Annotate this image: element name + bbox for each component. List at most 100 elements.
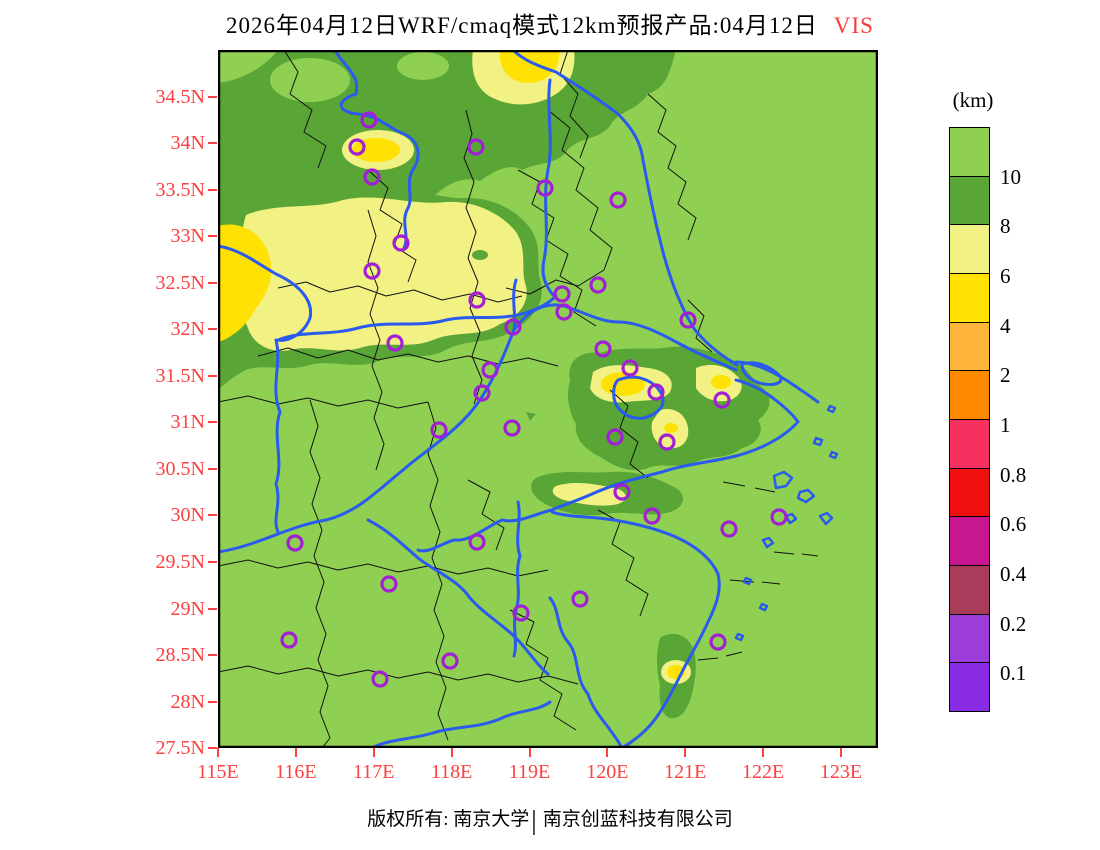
city-marker (473, 384, 491, 402)
lat-tick-mark (208, 328, 217, 331)
lon-tick-mark (372, 748, 375, 757)
lat-tick-mark (208, 514, 217, 517)
legend-cell (949, 516, 990, 566)
legend-cell (949, 564, 990, 615)
lat-tick-label: 28.5N (155, 644, 205, 667)
contour-4-6-taihu (601, 372, 645, 396)
lon-tick-mark (528, 748, 531, 757)
copyright-left: 版权所有: 南京大学 (367, 809, 530, 830)
lon-tick-mark (840, 748, 842, 757)
lat-tick-mark (208, 95, 217, 98)
lat-tick-mark (208, 654, 217, 657)
city-marker (371, 670, 389, 688)
city-marker (286, 534, 304, 552)
lat-tick-label: 31N (170, 411, 205, 434)
city-marker (647, 383, 665, 401)
legend-boundary-label: 0.2 (1000, 611, 1027, 636)
lon-tick-mark (684, 748, 687, 757)
lat-tick-label: 30N (170, 504, 205, 527)
lat-tick-label: 30.5N (155, 457, 205, 480)
map-border (217, 49, 879, 749)
lon-tick-label: 122E (742, 761, 785, 783)
lat-tick-mark (208, 607, 217, 610)
city-marker (553, 285, 571, 303)
city-marker (536, 179, 554, 197)
city-marker (643, 507, 661, 525)
city-marker (589, 276, 607, 294)
city-marker (348, 138, 366, 156)
city-marker (621, 359, 639, 377)
river-northwest (334, 50, 420, 250)
lon-tick-label: 118E (430, 761, 473, 783)
contour-8-10-speck-2 (526, 412, 536, 421)
lat-tick-label: 34.5N (155, 85, 205, 108)
river-fuchun (512, 500, 522, 658)
river-yangtze (216, 303, 738, 554)
city-marker (613, 483, 631, 501)
legend-cell (949, 613, 990, 664)
rivers-and-coastline (216, 48, 839, 752)
river-grand-canal (541, 78, 558, 300)
lon-tick-label: 119E (508, 761, 551, 783)
legend-colorbar (949, 127, 990, 712)
lat-tick-mark (208, 561, 217, 563)
lat-tick-mark (208, 235, 217, 238)
city-marker (503, 419, 521, 437)
lat-tick-mark (208, 374, 217, 377)
city-marker (609, 191, 627, 209)
lat-tick-mark (208, 142, 217, 145)
plot-title-text: 2026年04月12日WRF/cmaq模式12km预报产品:04月12日 (226, 13, 818, 38)
city-marker (481, 361, 499, 379)
lat-tick-mark (208, 467, 217, 470)
contour-8-10-speck-1 (472, 250, 488, 260)
lon-tick-mark (606, 748, 609, 757)
lon-tick-label: 123E (819, 761, 863, 783)
lat-tick-label: 31.5N (155, 364, 205, 387)
city-marker (709, 633, 727, 651)
plot-title: 2026年04月12日WRF/cmaq模式12km预报产品:04月12日 VIS (0, 6, 1100, 40)
city-marker (363, 262, 381, 280)
zhoushan-islands (734, 404, 839, 642)
legend-boundary-label: 1 (1000, 413, 1011, 438)
city-marker (713, 391, 731, 409)
city-marker (467, 138, 485, 156)
lat-tick-mark (208, 188, 217, 191)
legend-cell (949, 224, 990, 274)
city-marker (606, 428, 624, 446)
city-marker (571, 590, 589, 608)
legend-boundary-label: 2 (1000, 363, 1011, 388)
lon-tick-mark (217, 748, 219, 757)
legend-boundary-label: 6 (1000, 264, 1011, 288)
city-marker (380, 575, 398, 593)
city-marker (386, 334, 404, 352)
lon-tick-label: 116E (275, 761, 317, 783)
legend-cell (949, 127, 990, 177)
legend-boundary-label: 10 (1000, 164, 1021, 189)
lat-tick-label: 29N (170, 597, 205, 620)
city-marker (512, 604, 530, 622)
visibility-contour-map (216, 48, 879, 752)
lon-tick-label: 117E (353, 761, 395, 783)
city-marker (468, 291, 486, 309)
legend-cell (949, 370, 990, 420)
river-south-coastal (548, 596, 624, 750)
city-marker (280, 631, 298, 649)
contour-4-6-shanghai (711, 375, 731, 389)
legend-cell (949, 467, 990, 518)
lon-tick-mark (762, 748, 765, 757)
city-marker (594, 340, 612, 358)
legend-boundary-label: 0.1 (1000, 661, 1027, 686)
city-marker (504, 318, 522, 336)
legend-cell (949, 272, 990, 323)
lon-tick-mark (294, 748, 297, 757)
zhejiang-coastline (550, 510, 721, 750)
lon-tick-label: 120E (586, 761, 629, 783)
copyright-separator: | (531, 805, 537, 835)
legend-boundary-label: 0.6 (1000, 512, 1027, 537)
copyright-right: 南京创蓝科技有限公司 (542, 809, 733, 830)
plot-variable-label: VIS (833, 13, 874, 38)
legend-cell (949, 662, 990, 712)
lat-tick-mark (208, 700, 217, 703)
copyright-footer: 版权所有: 南京大学| 南京创蓝科技有限公司 (0, 804, 1100, 836)
